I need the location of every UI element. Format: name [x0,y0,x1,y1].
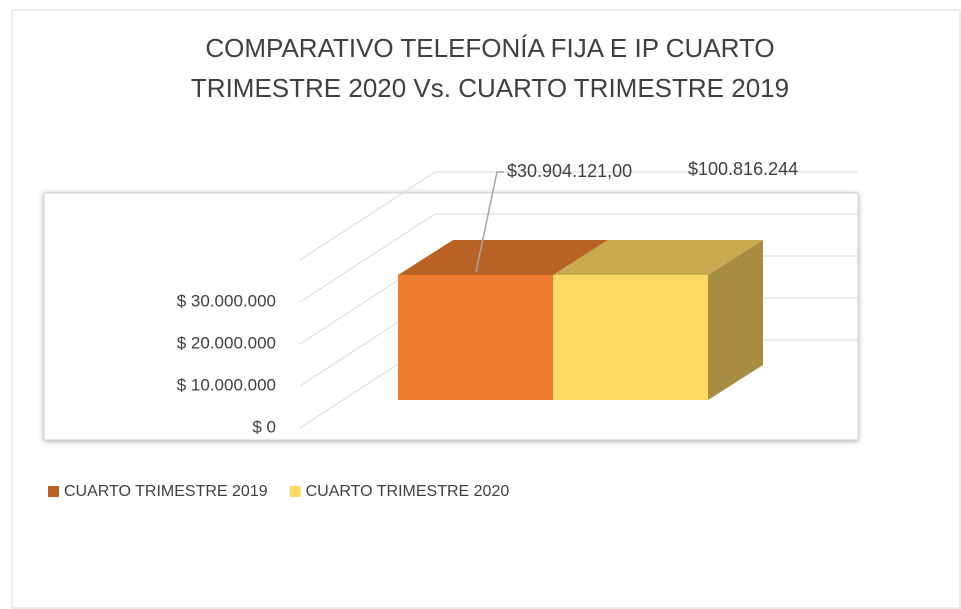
legend-label: CUARTO TRIMESTRE 2019 [64,483,268,500]
bar [553,275,708,400]
y-tick-label: $ 0 [252,417,276,436]
legend-swatch [289,486,301,497]
data-label: $100.816.244 [688,159,798,179]
grid-line [299,171,858,261]
grid-line [299,213,858,303]
y-tick-label: $ 30.000.000 [177,291,276,310]
y-tick-label: $ 10.000.000 [177,375,276,394]
bar [398,275,553,400]
leader-line [475,171,504,273]
chart-title: TRIMESTRE 2020 Vs. CUARTO TRIMESTRE 2019 [191,73,789,103]
chart-title: COMPARATIVO TELEFONÍA FIJA E IP CUARTO [205,33,774,63]
legend-label: CUARTO TRIMESTRE 2020 [306,483,510,500]
data-label: $30.904.121,00 [507,161,632,181]
y-tick-label: $ 20.000.000 [177,333,276,352]
bar-top [398,240,608,275]
bar-top [553,240,763,275]
bar-side [708,240,763,400]
legend-swatch [48,486,59,497]
